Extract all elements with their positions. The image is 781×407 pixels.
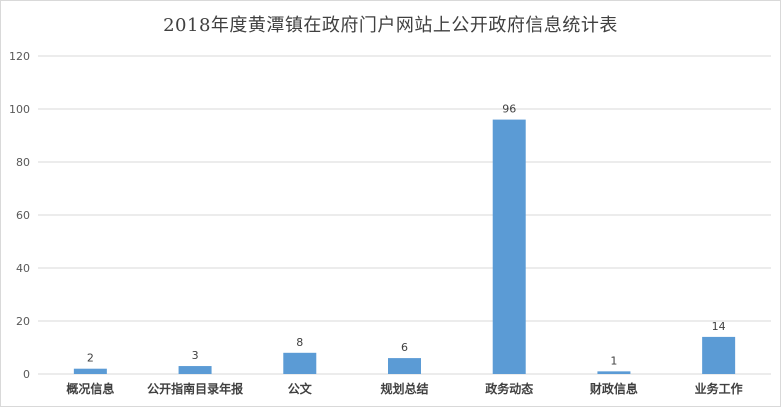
category-label-5: 政务动态 [485,381,533,396]
y-tick-label-100: 100 [9,103,30,116]
category-label-2: 公开指南目录年报 [147,381,243,396]
data-label-4: 6 [401,341,408,354]
data-label-3: 8 [296,336,303,349]
bar-2 [178,366,212,374]
bar-4 [388,358,421,374]
bar-1 [73,368,107,374]
category-label-4: 规划总结 [380,381,428,396]
data-label-7: 14 [712,320,726,333]
chart-title: 2018年度黄潭镇在政府门户网站上公开政府信息统计表 [163,15,618,36]
y-tick-label-40: 40 [16,262,30,275]
category-label-1: 概况信息 [66,381,114,396]
data-label-1: 2 [87,352,94,365]
data-label-5: 96 [502,103,516,116]
bar-3 [283,352,317,374]
bar-7 [702,336,736,374]
x-axis-categories: 概况信息 公开指南目录年报 公文 规划总结 政务动态 财政信息 业务工作 [66,381,742,396]
category-label-7: 业务工作 [695,381,743,396]
y-tick-label-60: 60 [16,209,30,222]
data-labels: 2 3 8 6 96 1 14 [87,103,726,368]
y-tick-label-80: 80 [16,156,30,169]
data-label-6: 1 [610,354,617,367]
category-label-6: 财政信息 [589,381,638,396]
bars [73,119,736,374]
y-axis-ticks: 0 20 40 60 80 100 120 [9,50,30,381]
y-tick-label-20: 20 [16,315,30,328]
y-tick-label-0: 0 [23,368,30,381]
gridlines [38,55,771,375]
data-label-2: 3 [192,349,199,362]
y-tick-label-120: 120 [9,50,30,63]
bar-5 [492,119,526,374]
category-label-3: 公文 [288,381,313,396]
bar-6 [597,371,631,374]
